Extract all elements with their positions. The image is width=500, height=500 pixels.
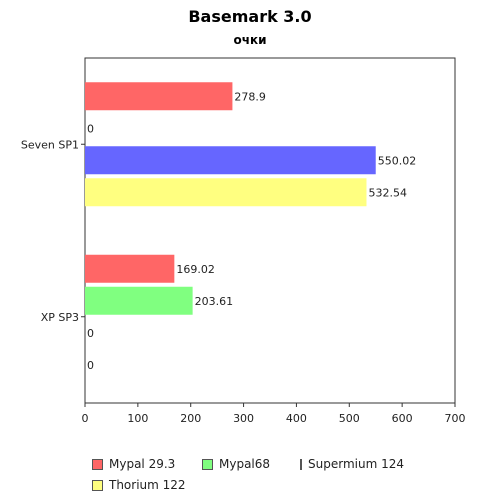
x-tick-label: 400 bbox=[286, 412, 307, 425]
x-tick-label: 0 bbox=[82, 412, 89, 425]
legend-item: Mypal68 bbox=[202, 455, 288, 474]
bar bbox=[85, 82, 233, 111]
legend-swatch bbox=[92, 459, 103, 470]
legend-swatch bbox=[300, 459, 302, 470]
x-tick-label: 300 bbox=[233, 412, 254, 425]
value-label: 169.02 bbox=[176, 263, 215, 276]
legend-swatch bbox=[202, 459, 213, 470]
value-label: 550.02 bbox=[378, 154, 417, 167]
x-tick-label: 500 bbox=[339, 412, 360, 425]
x-tick-label: 600 bbox=[392, 412, 413, 425]
legend-label: Mypal68 bbox=[219, 457, 271, 471]
value-label: 0 bbox=[87, 327, 94, 340]
legend-item: Thorium 122 bbox=[92, 476, 190, 495]
value-label: 532.54 bbox=[368, 186, 407, 199]
x-tick-label: 100 bbox=[127, 412, 148, 425]
legend: Mypal 29.3 Mypal68 Supermium 124 Thorium 12… bbox=[92, 455, 452, 497]
x-tick-label: 700 bbox=[445, 412, 466, 425]
value-label: 0 bbox=[87, 359, 94, 372]
legend-label: Mypal 29.3 bbox=[109, 457, 176, 471]
legend-item: Mypal 29.3 bbox=[92, 455, 190, 474]
legend-swatch bbox=[92, 480, 103, 491]
chart-subtitle: очки bbox=[233, 33, 266, 47]
category-label: XP SP3 bbox=[41, 311, 79, 324]
bar bbox=[85, 254, 175, 283]
plot-frame bbox=[84, 57, 456, 404]
x-tick-label: 200 bbox=[180, 412, 201, 425]
value-label: 0 bbox=[87, 122, 94, 135]
plot-area: 0 100 200 300 400 500 600 700 Seven SP1 278.9 0 550… bbox=[21, 57, 466, 425]
bar bbox=[85, 146, 376, 175]
legend-label: Supermium 124 bbox=[308, 457, 404, 471]
bar bbox=[85, 286, 193, 315]
value-label: 203.61 bbox=[195, 295, 234, 308]
bar bbox=[85, 178, 367, 207]
value-label: 278.9 bbox=[234, 90, 266, 103]
legend-item: Supermium 124 bbox=[300, 455, 404, 474]
legend-label: Thorium 122 bbox=[109, 478, 186, 492]
category-label: Seven SP1 bbox=[21, 138, 79, 151]
chart-title: Basemark 3.0 bbox=[188, 7, 311, 26]
